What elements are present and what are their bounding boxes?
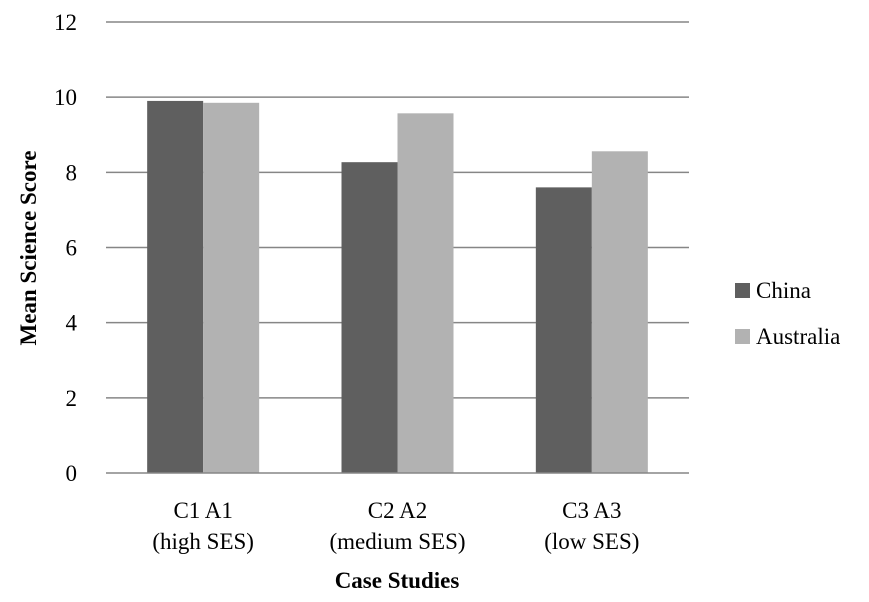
legend-swatch-china	[735, 283, 750, 298]
x-category-codes: C1 A1	[173, 498, 232, 523]
legend-swatch-australia	[735, 329, 750, 344]
bar-china-3	[535, 187, 592, 473]
x-axis-categories: C1 A1 (high SES) C2 A2 (medium SES) C3 A3 (lo…	[152, 498, 639, 554]
x-axis-title: Case Studies	[335, 568, 460, 593]
bar-australia-3	[591, 151, 648, 473]
bar-australia-1	[203, 102, 260, 473]
y-tick-label: 10	[54, 85, 77, 110]
x-category-group: (medium SES)	[329, 529, 465, 554]
y-tick-label: 6	[66, 236, 78, 261]
y-tick-label: 0	[66, 461, 78, 486]
bars	[147, 100, 648, 474]
y-tick-label: 4	[66, 311, 78, 336]
bar-australia-2	[397, 113, 454, 473]
y-tick-label: 12	[54, 10, 77, 35]
x-category-codes: C2 A2	[368, 498, 427, 523]
x-category-group: (high SES)	[152, 529, 254, 554]
x-category-group: (low SES)	[544, 529, 639, 554]
x-category-label: C3 A3 (low SES)	[544, 498, 639, 554]
legend: China Australia	[735, 278, 840, 349]
x-category-codes: C3 A3	[562, 498, 621, 523]
y-axis-ticks: 0 2 4 6 8 10 12	[54, 10, 78, 486]
legend-label-australia: Australia	[756, 324, 840, 349]
legend-label-china: China	[756, 278, 811, 303]
y-tick-label: 8	[66, 160, 78, 185]
y-tick-label: 2	[66, 386, 78, 411]
bar-china-1	[147, 100, 204, 474]
y-axis-title: Mean Science Score	[16, 150, 41, 345]
x-category-label: C2 A2 (medium SES)	[329, 498, 465, 554]
bar-china-2	[341, 162, 398, 473]
x-category-label: C1 A1 (high SES)	[152, 498, 254, 554]
